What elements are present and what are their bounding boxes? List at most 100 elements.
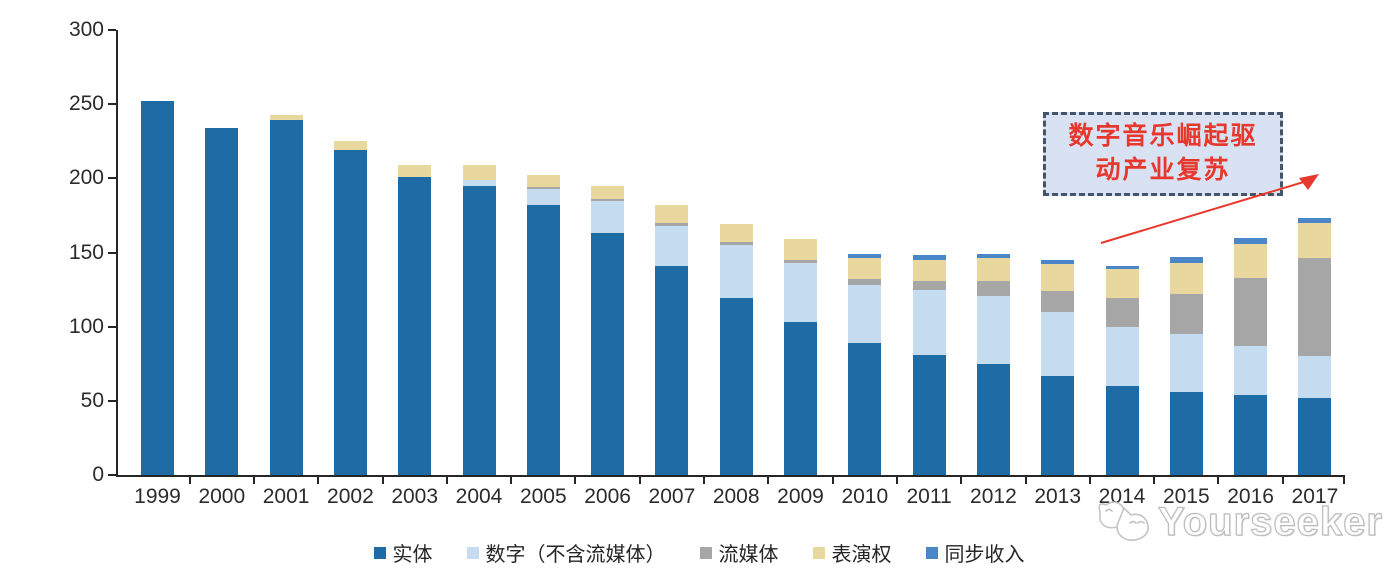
y-axis-tick-label: 300: [68, 18, 104, 41]
y-axis-line: [116, 30, 118, 477]
bar-segment-数字（不含流媒体）: [1041, 311, 1075, 376]
x-axis-tick: [895, 477, 898, 484]
y-axis-tick: [108, 474, 116, 476]
x-axis-label: 2008: [712, 485, 760, 508]
bar-segment-实体: [1234, 394, 1268, 475]
y-axis-tick: [108, 251, 116, 254]
bar-segment-流媒体: [1041, 291, 1075, 312]
x-axis-label: 2009: [777, 485, 824, 508]
x-axis-tick: [1024, 477, 1027, 484]
legend-label: 同步收入: [944, 544, 1025, 566]
legend-item-4: 同步收入: [925, 538, 1025, 567]
y-axis-tick-label: 250: [68, 92, 104, 116]
bar-segment-表演权: [591, 185, 625, 200]
legend-swatch-icon: [466, 546, 479, 559]
watermark: Yourseeker: [1090, 496, 1383, 548]
bar-segment-表演权: [1105, 268, 1139, 299]
bar-segment-表演权: [976, 258, 1010, 281]
bar-segment-同步收入: [1169, 256, 1203, 263]
bar-segment-实体: [1169, 391, 1203, 475]
x-axis-tick: [445, 477, 448, 484]
bar-segment-表演权: [719, 224, 753, 243]
x-axis-label: 2000: [198, 485, 246, 508]
bar-segment-数字（不含流媒体）: [976, 295, 1010, 364]
x-axis-label: 2012: [970, 485, 1017, 508]
bar-segment-数字（不含流媒体）: [1298, 356, 1332, 398]
bar-segment-流媒体: [719, 242, 753, 246]
bar-segment-同步收入: [848, 253, 882, 259]
x-axis-label: 2005: [519, 485, 567, 508]
chart-legend: 实体 数字（不含流媒体） 流媒体 表演权 同步收入: [0, 538, 1398, 567]
bar-segment-同步收入: [976, 253, 1010, 259]
bar-segment-表演权: [1298, 222, 1332, 259]
y-axis-tick-label: 150: [68, 240, 104, 264]
bar-segment-实体: [848, 342, 882, 475]
bar-segment-实体: [333, 150, 367, 475]
legend-label: 表演权: [831, 544, 892, 566]
bar-segment-数字（不含流媒体）: [655, 225, 689, 266]
x-axis-label: 1999: [134, 485, 181, 508]
legend-label: 实体: [392, 544, 433, 566]
bar-segment-流媒体: [526, 187, 560, 189]
bar-segment-数字（不含流媒体）: [848, 285, 882, 343]
watermark-text: Yourseeker: [1157, 499, 1383, 544]
legend-label: 流媒体: [718, 544, 779, 566]
bar-segment-实体: [912, 354, 946, 475]
bar-segment-表演权: [912, 259, 946, 281]
bar-segment-流媒体: [655, 222, 689, 226]
x-axis-label: 2002: [327, 485, 374, 508]
bar-segment-实体: [398, 176, 432, 475]
annotation-line1: 数字音乐崛起驱: [1068, 122, 1258, 151]
bar-segment-数字（不含流媒体）: [591, 200, 625, 234]
x-axis-tick: [960, 477, 963, 484]
bar-segment-流媒体: [976, 280, 1010, 296]
x-axis-tick: [638, 477, 641, 484]
x-axis-line: [116, 475, 1345, 477]
yourseeker-cat-logo-icon: [1098, 501, 1149, 542]
legend-label: 数字（不含流媒体）: [485, 544, 666, 566]
bar-segment-实体: [526, 205, 560, 475]
bar-segment-表演权: [784, 239, 817, 260]
x-axis-label: 2004: [455, 485, 503, 508]
y-axis-tick: [108, 325, 116, 328]
bar-segment-数字（不含流媒体）: [1169, 334, 1203, 392]
x-axis-tick: [1153, 477, 1156, 484]
bar-segment-数字（不含流媒体）: [719, 245, 753, 299]
bar-segment-同步收入: [1041, 259, 1075, 265]
bar-segment-实体: [141, 101, 174, 475]
y-axis-tick: [108, 29, 116, 31]
legend-item-0: 实体: [373, 538, 433, 567]
legend-item-3: 表演权: [812, 538, 892, 567]
x-axis-tick: [1217, 477, 1220, 484]
x-axis-tick: [252, 477, 255, 484]
bar-segment-同步收入: [1298, 218, 1332, 223]
bar-segment-表演权: [398, 164, 432, 177]
y-axis-tick-label: 100: [68, 314, 104, 338]
bar-segment-表演权: [1041, 264, 1075, 292]
legend-item-2: 流媒体: [699, 538, 779, 567]
x-axis-tick: [767, 477, 770, 484]
bar-segment-流媒体: [591, 199, 625, 201]
bar-segment-实体: [591, 233, 625, 475]
y-axis-tick-label: 200: [68, 166, 104, 190]
x-axis-label: 2010: [841, 485, 889, 508]
bar-segment-表演权: [655, 205, 689, 223]
x-axis-tick: [831, 477, 834, 484]
bar-segment-实体: [719, 298, 753, 475]
y-axis-tick: [108, 177, 116, 180]
x-axis-label: 2003: [391, 485, 439, 508]
bar-segment-流媒体: [1169, 294, 1203, 335]
bar-segment-实体: [205, 127, 239, 475]
bar-segment-同步收入: [912, 255, 946, 260]
bar-segment-实体: [1298, 397, 1332, 475]
x-axis-tick: [1343, 477, 1345, 484]
annotation-callout: 数字音乐崛起驱 动产业复苏: [1043, 112, 1283, 196]
bar-segment-实体: [462, 185, 496, 475]
bar-segment-实体: [976, 363, 1010, 475]
y-axis-tick: [108, 399, 116, 402]
x-axis-label: 2015: [1162, 485, 1210, 508]
bar-segment-表演权: [269, 114, 303, 121]
x-axis-tick: [188, 477, 191, 484]
bar-segment-表演权: [333, 141, 367, 151]
